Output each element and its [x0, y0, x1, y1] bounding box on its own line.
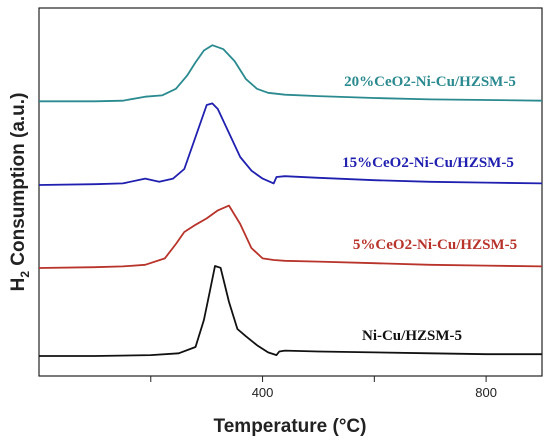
series-line-2 [38, 102, 543, 186]
x-ticks: 400 800 [150, 376, 497, 400]
y-axis-label-sub: 2 [18, 271, 32, 278]
series-label-3: 5%CeO2-Ni-Cu/HZSM-5 [353, 237, 517, 253]
series-layer [38, 44, 543, 357]
series-label-1: 20%CeO2-Ni-Cu/HZSM-5 [344, 74, 516, 90]
plot-frame [38, 7, 543, 377]
series-labels: 20%CeO2-Ni-Cu/HZSM-5 15%CeO2-Ni-Cu/HZSM-5… [342, 74, 517, 344]
series-label-2: 15%CeO2-Ni-Cu/HZSM-5 [342, 155, 514, 171]
x-tick-label: 400 [252, 385, 274, 400]
series-line-4 [39, 265, 542, 357]
series-line-3 [38, 204, 543, 269]
plot-area [38, 7, 543, 377]
series-label-4: Ni-Cu/HZSM-5 [362, 328, 462, 344]
y-axis-label-rest: Consumption (a.u.) [8, 93, 29, 271]
x-axis-label: Temperature (°C) [214, 416, 367, 437]
series-line-1 [39, 44, 543, 103]
y-axis-label-h: H [8, 278, 29, 292]
x-tick-label: 800 [475, 385, 497, 400]
y-axis-label: H2 Consumption (a.u.) [8, 93, 32, 292]
